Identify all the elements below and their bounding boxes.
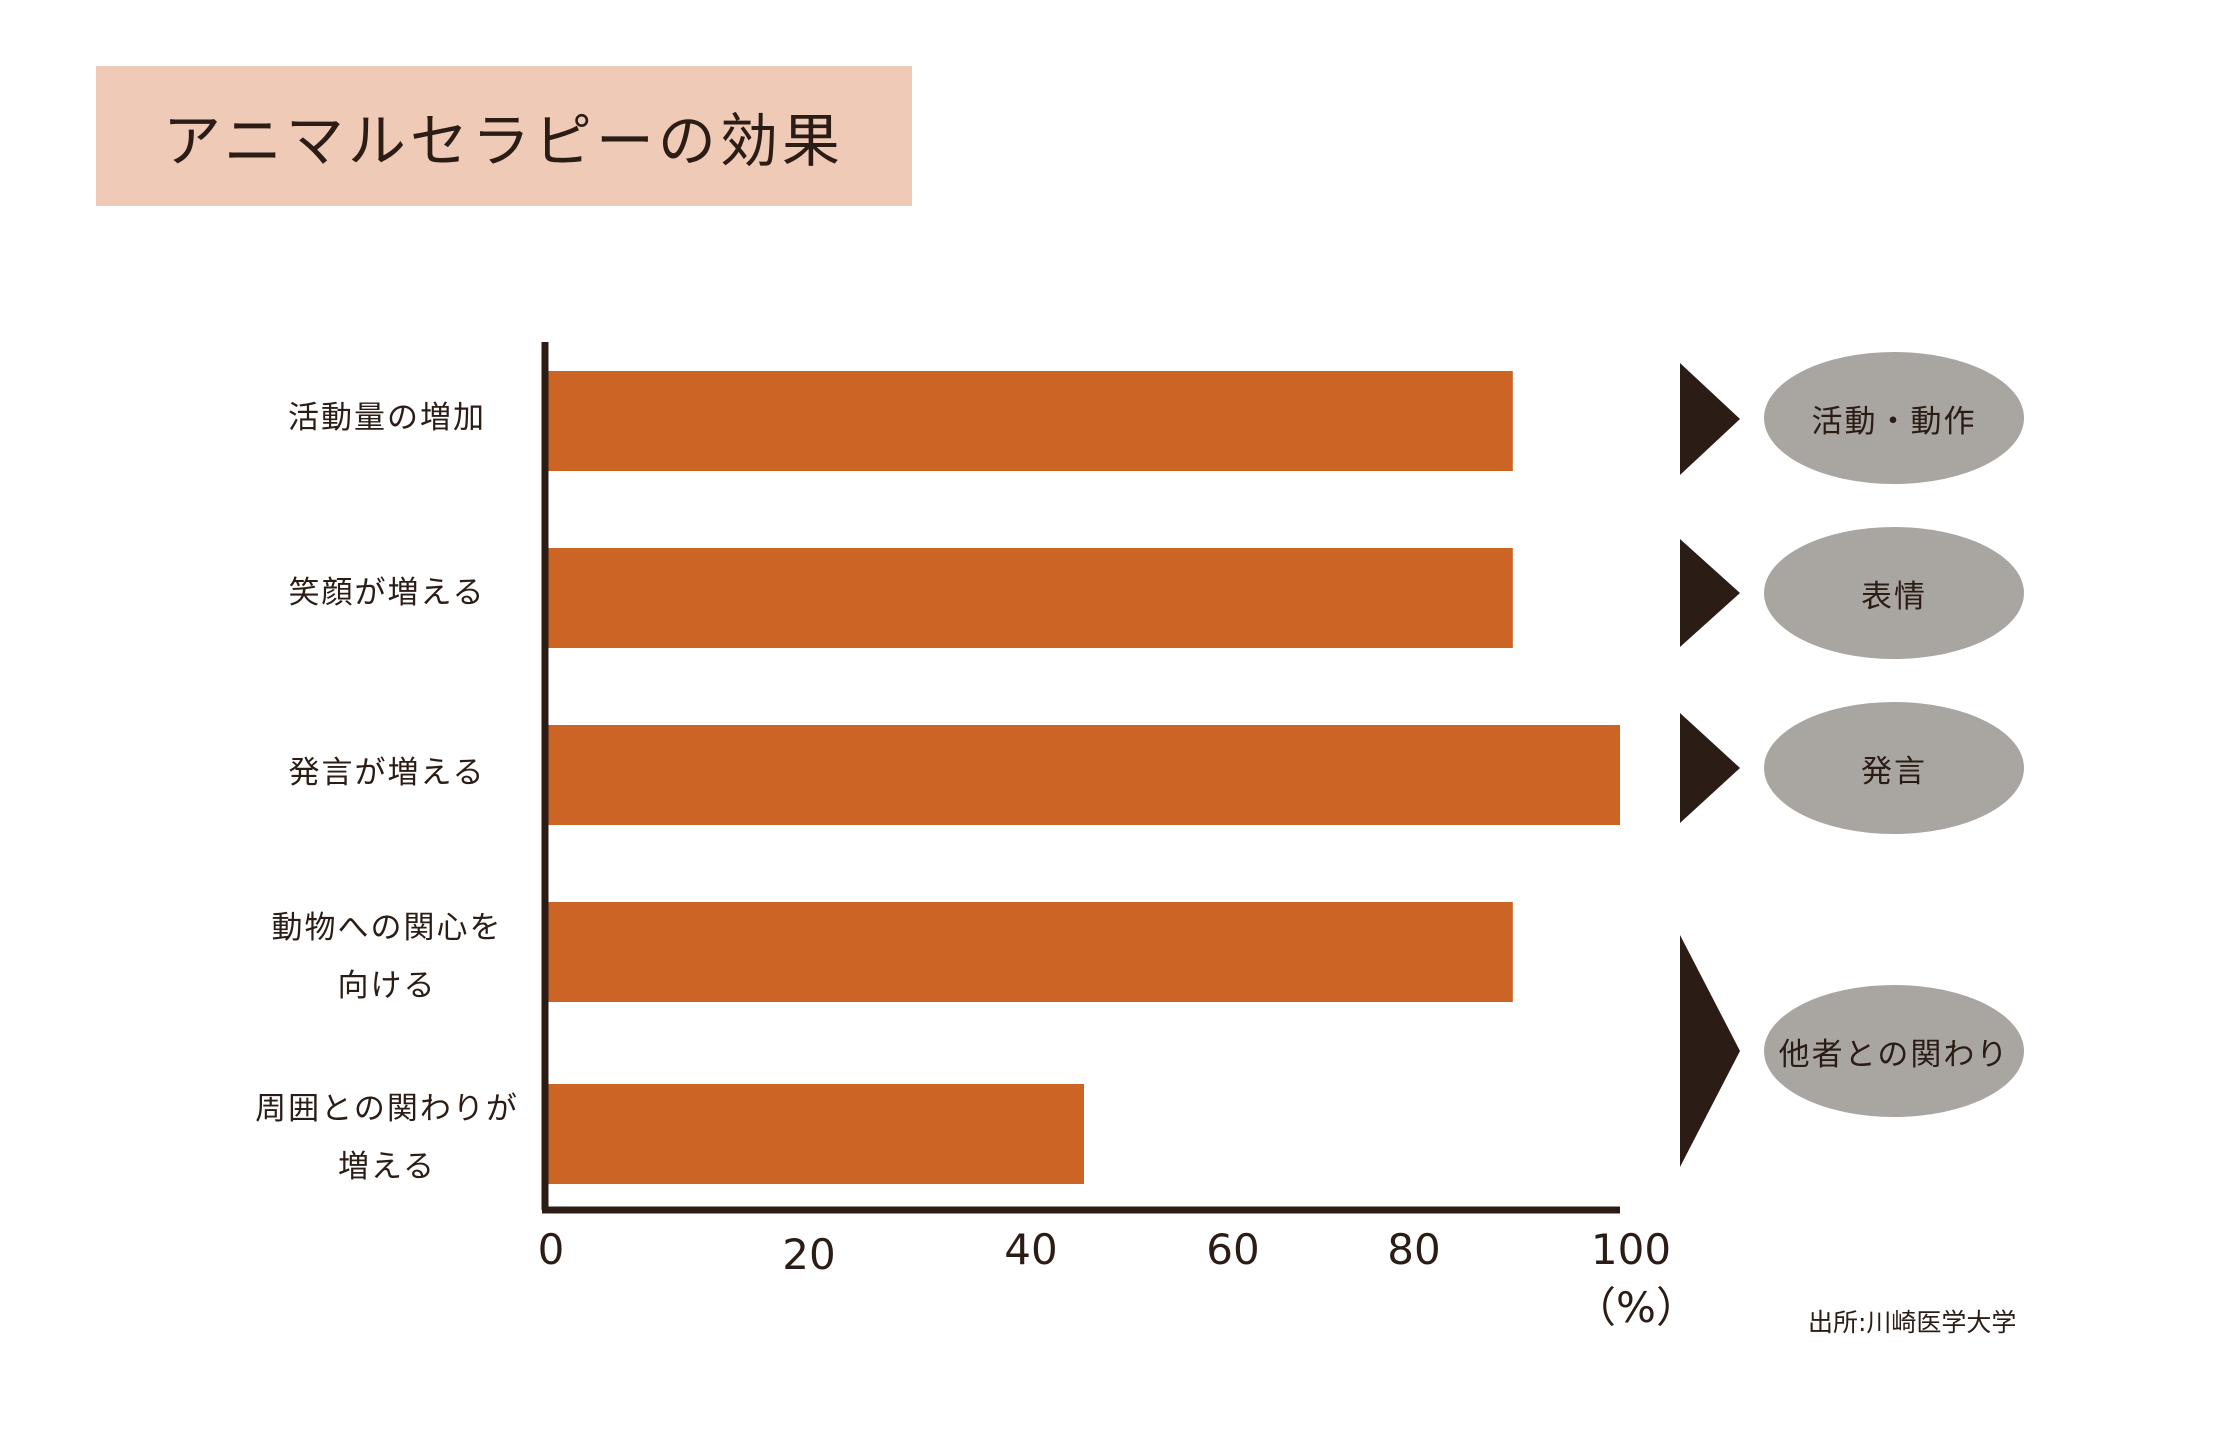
category-label-3: 発言が増える: [288, 755, 486, 791]
effect-group-label: 活動・動作: [1811, 403, 1977, 440]
x-tick-label-0: 0: [537, 1225, 565, 1274]
category-label-5: 周囲との関わりが 増える: [255, 1091, 519, 1185]
effect-group-label: 他者との関わり: [1778, 1036, 2010, 1073]
bar-3: [548, 725, 1620, 825]
category-label-4: 動物への関心を 向ける: [271, 910, 503, 1004]
bar-2: [548, 548, 1513, 648]
x-tick-label-60: 60: [1206, 1225, 1260, 1274]
effect-group-oval-1: 活動・動作: [1764, 352, 2024, 484]
effect-group-label: 発言: [1861, 753, 1927, 790]
arrow-icon-4: [1680, 935, 1740, 1167]
bar-4: [548, 902, 1513, 1002]
effect-group-oval-4: 他者との関わり: [1764, 985, 2024, 1117]
arrow-icon-2: [1680, 539, 1740, 647]
x-axis-unit: （%）: [1574, 1283, 1698, 1332]
arrow-icon-3: [1680, 713, 1740, 823]
effect-group-label: 表情: [1861, 578, 1927, 615]
bar-1: [548, 371, 1513, 471]
x-tick-label-80: 80: [1387, 1225, 1441, 1274]
title-banner: アニマルセラピーの効果: [96, 66, 912, 206]
x-tick-label-100: 100: [1590, 1225, 1672, 1274]
category-label-1: 活動量の増加: [288, 400, 486, 436]
page-title: アニマルセラピーの効果: [163, 107, 844, 175]
effect-group-oval-3: 発言: [1764, 702, 2024, 834]
bar-5: [548, 1084, 1084, 1184]
effect-group-oval-2: 表情: [1764, 527, 2024, 659]
x-tick-label-20: 20: [782, 1230, 836, 1279]
category-label-2: 笑顔が増える: [288, 575, 486, 611]
source-note: 出所:川崎医学大学: [1808, 1308, 2017, 1337]
arrow-icon-1: [1680, 363, 1740, 475]
x-tick-label-40: 40: [1004, 1225, 1058, 1274]
